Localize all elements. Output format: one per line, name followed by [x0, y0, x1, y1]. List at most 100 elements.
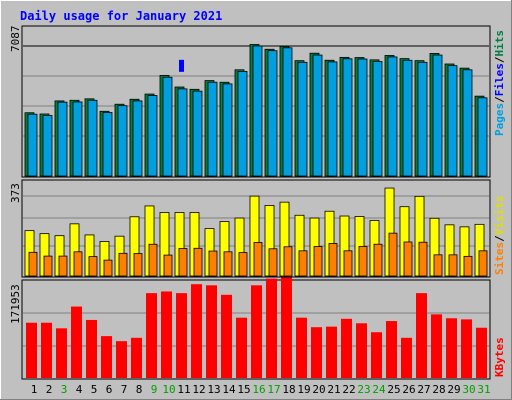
files-bar-29 [447, 65, 458, 177]
day-label-14: 14 [222, 383, 236, 396]
day-label-12: 12 [192, 383, 205, 396]
kbytes-bar-29 [446, 318, 457, 378]
files-bar-17 [267, 50, 278, 177]
day-label-24: 24 [372, 383, 386, 396]
files-bar-21 [327, 61, 338, 177]
sites-bar-12 [193, 247, 203, 277]
middle-bars [24, 187, 488, 277]
kbytes-bar-10 [161, 291, 172, 378]
files-bar-28 [432, 54, 443, 177]
kbytes-bar-5 [86, 319, 97, 378]
sites-bar-19 [298, 250, 308, 277]
kbytes-bar-17 [266, 278, 277, 378]
sites-bar-27 [418, 241, 428, 277]
kbytes-bar-22 [341, 318, 352, 378]
sites-bar-6 [103, 259, 113, 277]
kbytes-bar-13 [206, 285, 217, 378]
kbytes-bar-31 [476, 327, 487, 378]
day-label-8: 8 [136, 383, 143, 396]
files-bar-30 [462, 69, 473, 177]
sites-bar-29 [448, 254, 458, 277]
files-bar-13 [207, 81, 218, 177]
files-bar-6 [102, 112, 113, 177]
files-bar-31 [477, 97, 488, 177]
kbytes-bar-23 [356, 323, 367, 378]
legend-hits: Hits [493, 30, 506, 57]
files-bar-8 [132, 100, 143, 177]
day-label-25: 25 [387, 383, 400, 396]
day-label-17: 17 [267, 383, 280, 396]
files-bar-1 [27, 113, 38, 177]
day-label-29: 29 [447, 383, 460, 396]
kbytes-bar-3 [56, 328, 67, 378]
sites-bar-17 [268, 248, 278, 277]
files-bar-14 [222, 83, 233, 177]
pages-highlight-11 [179, 59, 184, 72]
day-label-13: 13 [207, 383, 220, 396]
kbytes-bar-14 [221, 294, 232, 378]
day-label-10: 10 [162, 383, 175, 396]
kbytes-bar-8 [131, 337, 142, 378]
kbytes-bar-6 [101, 336, 112, 378]
legend-visits: Visits [493, 196, 506, 236]
day-label-21: 21 [327, 383, 340, 396]
files-bar-20 [312, 54, 323, 177]
sites-bar-15 [238, 252, 248, 277]
files-bar-25 [387, 56, 398, 177]
files-bar-24 [372, 61, 383, 177]
kbytes-bar-7 [116, 341, 127, 378]
kbytes-bar-1 [26, 322, 37, 378]
sites-bar-11 [178, 248, 188, 277]
files-bar-12 [192, 90, 203, 177]
sites-bar-22 [343, 250, 353, 277]
y-tick-label-middle: 373 [9, 183, 22, 203]
kbytes-bar-20 [311, 327, 322, 378]
files-bar-4 [72, 101, 83, 177]
legend-kbytes: KBytes [493, 337, 506, 377]
sites-bar-31 [478, 250, 488, 277]
kbytes-bar-9 [146, 293, 157, 378]
legend-sep-1: / [493, 96, 506, 103]
day-label-30: 30 [462, 383, 475, 396]
sites-bar-4 [73, 251, 83, 277]
sites-bar-25 [388, 232, 398, 277]
legend-top: Pages/Files/Hits [493, 30, 506, 136]
kbytes-bar-16 [251, 285, 262, 378]
sites-bar-2 [43, 255, 53, 277]
sites-bar-20 [313, 246, 323, 277]
kbytes-bar-25 [386, 321, 397, 378]
sites-bar-16 [253, 242, 263, 277]
kbytes-bar-4 [71, 306, 82, 378]
bottom-bars [26, 277, 487, 378]
day-label-31: 31 [477, 383, 490, 396]
sites-bar-8 [133, 253, 143, 277]
day-label-3: 3 [61, 383, 68, 396]
panel-kbytes: 171953 [9, 277, 491, 380]
day-label-15: 15 [237, 383, 250, 396]
files-bar-18 [282, 47, 293, 177]
sites-bar-10 [163, 254, 173, 277]
x-axis-day-labels: 1 2 3 4 5 6 7 8 9 10 11 12 13 14 15 16 17 18 19 20 21 22 23 24 2… [31, 383, 491, 396]
files-bar-26 [402, 59, 413, 177]
sites-bar-24 [373, 243, 383, 277]
day-label-11: 11 [177, 383, 190, 396]
day-label-4: 4 [76, 383, 83, 396]
kbytes-bar-30 [461, 319, 472, 378]
day-label-26: 26 [402, 383, 415, 396]
sites-bar-3 [58, 255, 68, 277]
legend-sep-3: / [493, 235, 506, 242]
day-label-19: 19 [297, 383, 310, 396]
y-tick-label-top: 7087 [9, 26, 22, 53]
day-label-23: 23 [357, 383, 370, 396]
kbytes-bar-15 [236, 317, 247, 378]
sites-bar-30 [463, 255, 473, 277]
files-bar-7 [117, 105, 128, 177]
kbytes-bar-21 [326, 326, 337, 378]
sites-bar-9 [148, 243, 158, 277]
files-bar-27 [417, 61, 428, 177]
day-label-6: 6 [106, 383, 113, 396]
day-label-22: 22 [342, 383, 355, 396]
files-bar-23 [357, 58, 368, 177]
legend-pages: Pages [493, 103, 506, 136]
kbytes-bar-18 [281, 277, 292, 378]
